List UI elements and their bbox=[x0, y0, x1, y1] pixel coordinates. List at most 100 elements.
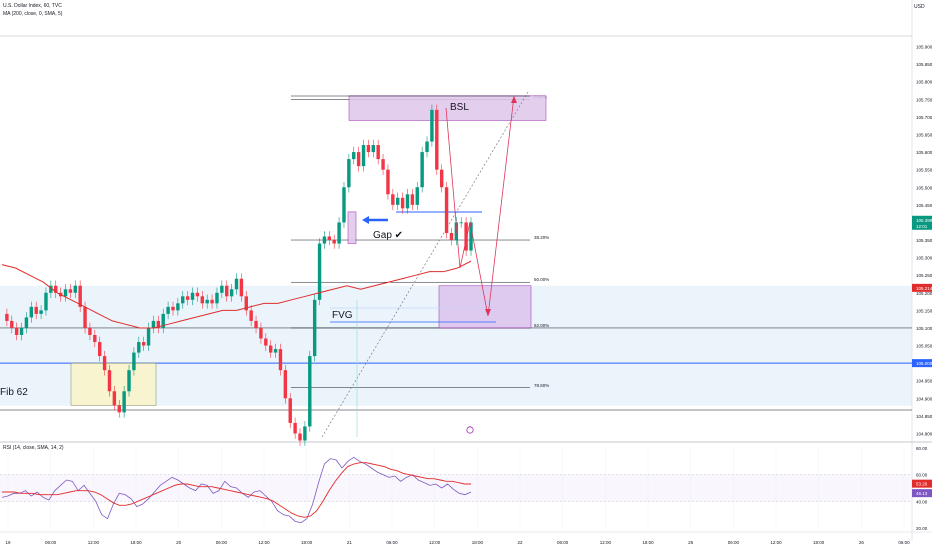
candle-body bbox=[83, 306, 87, 328]
candle-body bbox=[283, 370, 288, 399]
candle-body bbox=[249, 310, 253, 321]
candle-body bbox=[342, 187, 346, 223]
candle-body bbox=[366, 145, 371, 153]
annotation-label: Gap ✔ bbox=[373, 230, 403, 241]
projection-arrow-head bbox=[485, 309, 491, 316]
candle-body bbox=[229, 289, 234, 297]
candle-body bbox=[254, 320, 258, 328]
candle-body bbox=[361, 145, 366, 167]
candle-body bbox=[78, 285, 82, 307]
candle-body bbox=[166, 306, 170, 314]
candle-body bbox=[132, 352, 136, 371]
y-tick-label: 105.900 bbox=[916, 45, 932, 50]
candle-body bbox=[268, 345, 273, 353]
candle-body bbox=[88, 327, 92, 335]
y-tick-label: 105.800 bbox=[916, 80, 932, 85]
x-tick-label: 12:00 bbox=[258, 540, 270, 545]
candle-body bbox=[308, 356, 312, 427]
x-tick-label: 26 bbox=[859, 540, 865, 545]
y-tick-label: 104.850 bbox=[916, 414, 932, 419]
candle-body bbox=[141, 342, 146, 346]
candle-body bbox=[112, 391, 117, 406]
candle-body bbox=[322, 236, 327, 244]
x-tick-label: 18:00 bbox=[813, 540, 825, 545]
y-tick-label: 105.100 bbox=[916, 326, 932, 331]
fib-level-label: 62.00% bbox=[534, 323, 549, 328]
candle-body bbox=[420, 152, 424, 188]
x-tick-label: 20 bbox=[176, 540, 182, 545]
candle-body bbox=[410, 194, 415, 205]
candle-body bbox=[137, 342, 141, 353]
candle-body bbox=[371, 145, 376, 153]
y-tick-label: 105.600 bbox=[916, 150, 932, 155]
candle-body bbox=[29, 306, 34, 318]
candle-body bbox=[234, 278, 239, 290]
ma-200-line bbox=[1, 260, 472, 329]
rsi-band bbox=[0, 474, 912, 502]
candle-body bbox=[469, 222, 473, 251]
fib-level-label: 78.60% bbox=[534, 383, 549, 388]
candle-body bbox=[195, 292, 200, 297]
candle-body bbox=[49, 285, 53, 293]
last-price-label: 105.399 bbox=[916, 218, 932, 223]
currency-label: USD bbox=[914, 4, 925, 10]
support-price-badge bbox=[912, 359, 932, 368]
x-tick-label: 18:00 bbox=[642, 540, 654, 545]
candle-body bbox=[127, 370, 131, 392]
candle-body bbox=[439, 169, 444, 188]
y-tick-label: 105.500 bbox=[916, 185, 932, 190]
rsi-title: RSI (14, close, SMA, 14, 2) bbox=[3, 445, 64, 451]
projection-path-down bbox=[445, 107, 489, 317]
candle-body bbox=[39, 310, 43, 314]
candle-body bbox=[176, 303, 180, 311]
candle-body bbox=[107, 370, 112, 392]
candle-body bbox=[347, 159, 351, 188]
x-tick-label: 25 bbox=[688, 540, 694, 545]
rsi-badge bbox=[912, 489, 932, 498]
candle-body bbox=[459, 222, 463, 224]
rsi-tick-label: 80.00 bbox=[916, 446, 928, 451]
x-tick-label: 18:00 bbox=[301, 540, 313, 545]
candle-body bbox=[190, 292, 195, 300]
y-tick-label: 104.900 bbox=[916, 396, 932, 401]
indicator-legend: MA (200, close, 0, SMA, 5) bbox=[3, 11, 63, 17]
candle-body bbox=[210, 299, 214, 304]
zone-box bbox=[438, 285, 532, 329]
candle-body bbox=[244, 296, 248, 311]
y-tick-label: 105.350 bbox=[916, 238, 932, 243]
candle-body bbox=[161, 313, 165, 328]
candle-body bbox=[185, 296, 190, 300]
y-tick-label: 105.200 bbox=[916, 291, 932, 296]
candle-body bbox=[34, 306, 38, 314]
x-tick-label: 06:00 bbox=[386, 540, 398, 545]
x-tick-label: 12:00 bbox=[88, 540, 100, 545]
candle-body bbox=[117, 405, 121, 413]
y-tick-label: 104.950 bbox=[916, 379, 932, 384]
x-tick-label: 12:00 bbox=[429, 540, 441, 545]
last-price-time: 12:01 bbox=[916, 224, 928, 229]
ma-price-label: 105.214 bbox=[916, 286, 932, 291]
candle-body bbox=[293, 422, 297, 434]
candle-body bbox=[396, 197, 400, 205]
y-tick-label: 105.750 bbox=[916, 97, 932, 102]
ma-price-badge bbox=[912, 283, 932, 292]
annotation-label: Fib 62 bbox=[0, 387, 28, 398]
x-tick-label: 12:00 bbox=[600, 540, 612, 545]
x-tick-label: 12:00 bbox=[770, 540, 782, 545]
candle-body bbox=[44, 292, 48, 311]
candle-body bbox=[151, 320, 156, 328]
candle-body bbox=[317, 243, 322, 300]
candle-body bbox=[24, 317, 29, 328]
candle-body bbox=[327, 236, 332, 241]
rsi-line bbox=[1, 456, 472, 524]
candle-body bbox=[356, 152, 361, 167]
fib-level-label: 50.00% bbox=[534, 277, 549, 282]
gap-arrow-head bbox=[362, 216, 369, 224]
candle-body bbox=[449, 232, 454, 241]
candle-body bbox=[332, 240, 336, 244]
symbol-title: U.S. Dollar Index, 60, TVC bbox=[3, 3, 62, 9]
y-tick-label: 104.800 bbox=[916, 431, 932, 436]
